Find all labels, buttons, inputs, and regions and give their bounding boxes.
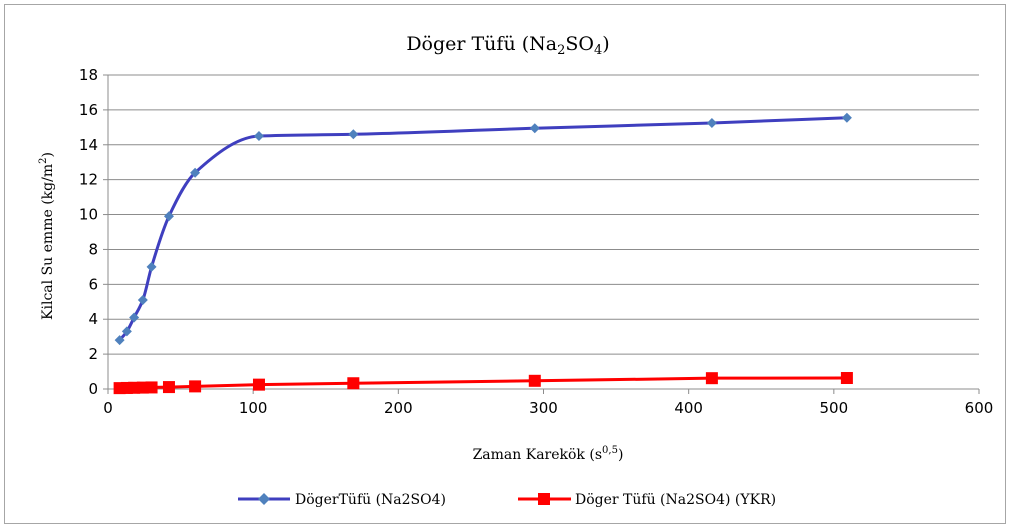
data-point: [252, 378, 265, 391]
chart-title: Döger Tüfü (Na2SO4): [406, 33, 609, 58]
series-line-1: [118, 116, 847, 342]
gridlines: [108, 74, 979, 355]
y-tick-label: 4: [88, 310, 98, 328]
x-axis-label-sup: 0,5: [602, 445, 618, 456]
axes: 0 2 4 6 8 10 12 14 16 18 0 100 200 300 400 500 600: [79, 66, 993, 417]
y-tick-label: 16: [79, 101, 98, 119]
x-tick-label: 100: [239, 399, 268, 417]
y-tick-label: 8: [88, 240, 98, 258]
y-tick-label: 6: [88, 275, 98, 293]
title-sub-2: 4: [594, 43, 602, 58]
x-tick-label: 0: [103, 399, 113, 417]
data-point: [163, 211, 174, 222]
data-point: [706, 117, 717, 128]
data-point: [840, 372, 853, 385]
data-point: [253, 131, 264, 142]
y-tick-label: 10: [79, 206, 98, 224]
y-axis-label: Kilcal Su emme (kg/m2): [38, 152, 56, 320]
chart-svg: 0 2 4 6 8 10 12 14 16 18 0 100 200 300 400 500 600 Döger…: [38, 33, 993, 508]
chart-frame: 0 2 4 6 8 10 12 14 16 18 0 100 200 300 400 500 600 Döger…: [4, 4, 1006, 524]
legend-label-series-2: Döger Tüfü (Na2SO4) (YKR): [575, 492, 776, 508]
y-tick-label: 18: [79, 66, 98, 84]
data-point: [146, 261, 157, 272]
x-tick-label: 400: [674, 399, 703, 417]
data-point: [190, 167, 201, 178]
title-mid: SO: [565, 33, 594, 55]
data-point: [114, 335, 125, 346]
data-point: [528, 374, 541, 387]
legend-marker-series-2: [538, 493, 550, 505]
data-point: [189, 380, 202, 393]
x-tick-label: 200: [384, 399, 413, 417]
title-main: Döger Tüfü (Na: [406, 33, 557, 55]
x-tick-label: 300: [529, 399, 558, 417]
x-axis-label: Zaman Karekök (s0,5): [473, 445, 624, 463]
x-axis-label-main: Zaman Karekök (s: [473, 447, 602, 463]
legend-marker-series-1: [258, 493, 270, 505]
data-point: [841, 112, 852, 123]
data-point: [162, 381, 175, 394]
y-axis-label-end: ): [40, 152, 56, 157]
data-point: [529, 123, 540, 134]
legend: DögerTüfü (Na2SO4) Döger Tüfü (Na2SO4) (…: [238, 492, 776, 508]
y-axis-label-main: Kilcal Su emme (kg/m: [40, 164, 56, 320]
data-point: [129, 312, 140, 323]
legend-label-series-1: DögerTüfü (Na2SO4): [295, 492, 446, 508]
series-group: [113, 112, 853, 395]
y-tick-label: 14: [79, 136, 98, 154]
data-point: [347, 377, 360, 390]
y-axis-label-sup: 2: [38, 158, 49, 164]
data-point: [348, 129, 359, 140]
data-point: [145, 381, 158, 394]
y-tick-label: 12: [79, 171, 98, 189]
series-line-2: [119, 376, 847, 390]
data-point: [137, 295, 148, 306]
y-tick-label: 0: [88, 380, 98, 398]
data-point: [705, 372, 718, 385]
title-sub-1: 2: [557, 43, 565, 58]
y-tick-label: 2: [88, 345, 98, 363]
data-point: [121, 326, 132, 337]
title-end: ): [602, 33, 609, 55]
x-tick-label: 600: [965, 399, 994, 417]
x-tick-label: 500: [820, 399, 849, 417]
x-axis-label-end: ): [618, 447, 623, 463]
